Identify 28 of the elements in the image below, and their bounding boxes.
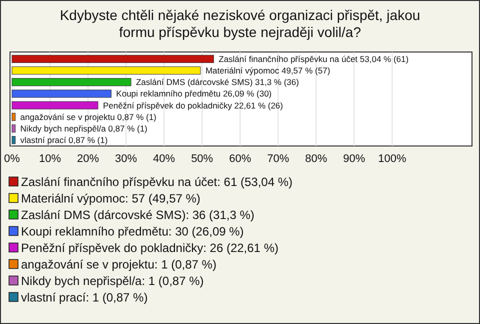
x-tick-label: 60% bbox=[229, 153, 252, 165]
text: vlastní prací: 1 (0,87 %) bbox=[21, 290, 148, 304]
text: Zaslání DMS (dárcovské SMS): 36 (31,3 %) bbox=[21, 208, 254, 222]
category-label: angažování se v projektu 0,87 % (1) bbox=[20, 112, 156, 122]
x-tick-label: 70% bbox=[267, 153, 290, 165]
category-label: vlastní prací 0,87 % (1) bbox=[20, 135, 108, 146]
text: Nikdy bych nepřispěl/a: 1 (0,87 %) bbox=[21, 274, 204, 288]
chart-title: Kdybyste chtěli nějaké neziskové organizaci přispět, jakou formu příspěvku byste nejraději volil/a? bbox=[60, 7, 420, 40]
category-label: Materiální výpomoc 49,57 % (57) bbox=[205, 65, 330, 76]
x-tick-label: 100% bbox=[378, 153, 406, 165]
x-tick-label: 80% bbox=[305, 153, 328, 165]
text: Peněžní příspěvek do pokladničky: 26 (22,61 %) bbox=[21, 241, 278, 255]
x-tick-label: 40% bbox=[153, 153, 176, 165]
category-label: Zaslání DMS (dárcovské SMS) 31,3 % (36) bbox=[136, 77, 299, 88]
x-tick-label: 0% bbox=[4, 153, 20, 165]
category-label: Koupi reklamního předmětu 26,09 % (30) bbox=[116, 88, 272, 99]
category-label: Zaslání finančního příspěvku na účet 53,04 % (61) bbox=[218, 54, 409, 64]
x-tick-label: 30% bbox=[115, 153, 138, 165]
text: Koupi reklamního předmětu: 30 (26,09 %) bbox=[21, 224, 244, 238]
x-tick-label: 90% bbox=[343, 153, 366, 165]
text: angažování se v projektu: 1 (0,87 %) bbox=[21, 258, 216, 272]
text: Zaslání finančního příspěvku na účet: 61 (53,04 %) bbox=[21, 175, 292, 189]
category-label: Nikdy bych nepřispěl/a 0,87 % (1) bbox=[20, 123, 148, 134]
text: Materiální výpomoc: 57 (49,57 %) bbox=[21, 192, 200, 206]
category-label: Peněžní příspěvek do pokladničky 22,61 % (26) bbox=[102, 100, 283, 110]
x-tick-label: 20% bbox=[77, 153, 100, 165]
x-tick-label: 10% bbox=[39, 153, 62, 165]
x-tick-label: 50% bbox=[191, 153, 214, 165]
